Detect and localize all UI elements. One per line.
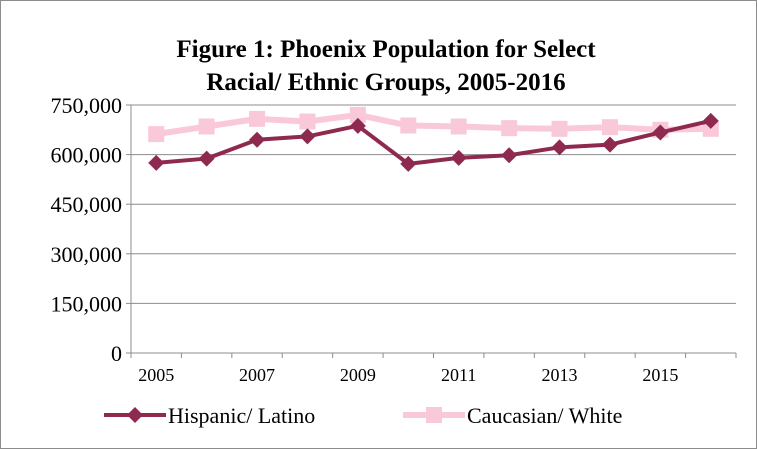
chart-title-line-2: Racial/ Ethnic Groups, 2005-2016 (206, 69, 565, 96)
data-point-hispanic-latino (400, 155, 417, 172)
data-point-caucasian-white (349, 106, 366, 123)
data-point-hispanic-latino (450, 149, 467, 166)
y-tick-label: 750,000 (51, 93, 123, 118)
gridlines (131, 104, 736, 304)
y-axis-tick-labels: 0 150,000 300,000 450,000 600,000 750,000 (51, 93, 123, 366)
data-point-caucasian-white (299, 113, 316, 130)
data-point-caucasian-white (601, 119, 618, 136)
x-tick-label: 2015 (642, 365, 678, 385)
x-tick-label: 2007 (239, 365, 275, 385)
legend-square-icon (426, 407, 442, 423)
legend-label: Hispanic/ Latino (168, 403, 315, 428)
legend-diamond-icon (127, 407, 143, 423)
data-point-caucasian-white (551, 120, 568, 137)
axes (126, 104, 737, 358)
legend-hispanic-latino: Hispanic/ Latino (104, 403, 315, 428)
data-point-caucasian-white (148, 126, 165, 143)
data-point-hispanic-latino (299, 128, 316, 145)
data-point-caucasian-white (249, 110, 266, 127)
x-tick-label: 2013 (542, 365, 578, 385)
data-point-hispanic-latino (551, 139, 568, 156)
x-tick-label: 2011 (441, 365, 476, 385)
y-tick-label: 450,000 (51, 192, 123, 217)
y-tick-label: 150,000 (51, 291, 123, 316)
x-tick-label: 2009 (340, 365, 376, 385)
x-axis-tick-labels: 2005 2007 2009 2011 2013 2015 (138, 365, 678, 385)
series-lines (148, 106, 719, 172)
y-tick-label: 600,000 (51, 143, 123, 168)
data-point-caucasian-white (450, 118, 467, 135)
legend-label: Caucasian/ White (467, 403, 622, 428)
series-line-hispanic-latino (156, 118, 712, 166)
data-point-hispanic-latino (601, 136, 618, 153)
data-point-hispanic-latino (249, 131, 266, 148)
series-line-caucasian-white (155, 111, 711, 138)
legend-caucasian-white: Caucasian/ White (403, 403, 622, 428)
y-tick-label: 0 (111, 341, 122, 366)
data-point-caucasian-white (400, 117, 417, 134)
data-point-hispanic-latino (148, 154, 165, 171)
data-point-caucasian-white (198, 118, 215, 135)
x-tick-label: 2005 (138, 365, 174, 385)
data-point-hispanic-latino (349, 117, 366, 134)
data-point-caucasian-white (501, 120, 518, 137)
data-point-hispanic-latino (501, 147, 518, 164)
data-point-hispanic-latino (702, 112, 719, 129)
chart-title-line-1: Figure 1: Phoenix Population for Select (176, 36, 596, 63)
y-tick-label: 300,000 (51, 242, 123, 267)
data-point-hispanic-latino (198, 150, 215, 167)
legend: Hispanic/ Latino Caucasian/ White (104, 403, 622, 428)
